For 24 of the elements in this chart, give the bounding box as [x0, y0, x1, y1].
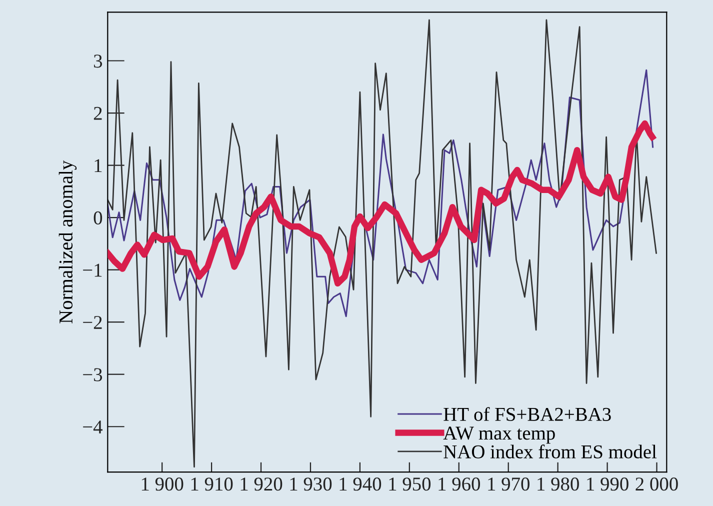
- line-series: [108, 19, 657, 468]
- x-tick-label: 1 910: [191, 478, 233, 491]
- x-tick-label: 1 990: [587, 478, 628, 491]
- x-tick-label: 1 920: [240, 478, 282, 491]
- x-tick-label: 1 930: [290, 478, 332, 491]
- y-tick-label: −1: [83, 264, 102, 277]
- x-tick-label: 2 000: [636, 478, 678, 491]
- legend-label: HT of FS+BA2+BA3: [444, 407, 611, 421]
- y-tick-label: 0: [94, 211, 102, 224]
- y-tick-label: −3: [83, 368, 102, 382]
- x-tick-label: 1 980: [538, 478, 579, 491]
- legend-label: AW max temp: [443, 426, 555, 444]
- x-tick-label: 1 960: [438, 478, 480, 491]
- y-tick-label: −4: [83, 420, 102, 434]
- x-tick-label: 1 940: [340, 478, 382, 491]
- x-tick-label: 1 950: [389, 478, 431, 491]
- legend-label: NAO index from ES model: [444, 444, 657, 458]
- y-tick-label: −2: [83, 316, 102, 329]
- x-tick-label: 1 900: [142, 478, 184, 491]
- y-tick-label: 3: [94, 54, 102, 68]
- y-tick-label: 2: [94, 106, 102, 120]
- y-tick-label: 1: [94, 159, 102, 172]
- x-tick-label: 1 970: [488, 478, 530, 491]
- y-axis-title: Normalized anomaly: [58, 160, 77, 324]
